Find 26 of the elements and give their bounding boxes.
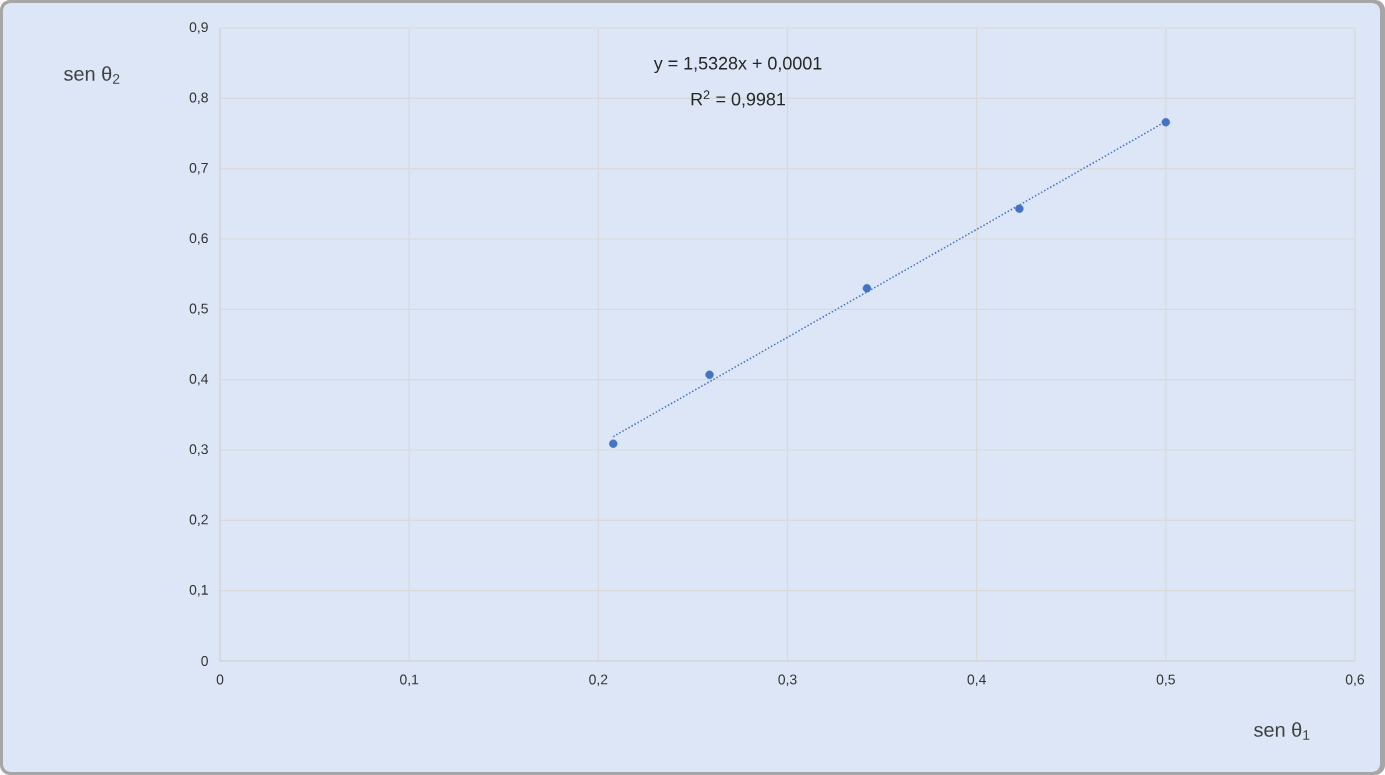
y-tick-label: 0,1	[189, 584, 208, 597]
point	[862, 284, 872, 293]
point	[1161, 118, 1171, 127]
point	[1015, 204, 1024, 213]
x-axis-title: sen θ$_{1}$	[1254, 722, 1310, 740]
y-tick-label: 0,2	[189, 514, 208, 527]
annotation: y = 1,5328x + 0,0001	[653, 56, 822, 74]
point	[609, 439, 618, 448]
y-axis-title: sen θ$_{2}$	[64, 66, 120, 84]
y-tick-label: 0,3	[189, 444, 208, 456]
annotation: R$^{2}$ = 0,9981	[691, 90, 785, 108]
y-tick-label: 0,4	[189, 373, 209, 386]
x-tick-label: 0	[216, 674, 224, 685]
y-tick-label: 0,7	[189, 162, 208, 175]
x-tick-label: 0,2	[589, 674, 608, 687]
x-tick-label: 0,4	[967, 674, 986, 687]
x-tick-label: 0,6	[1345, 674, 1365, 687]
y-tick-label: 0,8	[189, 92, 208, 105]
x-tick-label: 0,3	[778, 674, 797, 687]
y-tick-label: 0,9	[189, 22, 208, 34]
point	[705, 370, 714, 379]
y-tick-label: 0,6	[189, 233, 208, 245]
x-tick-label: 0,1	[400, 674, 419, 687]
x-tick-label: 0,5	[1156, 674, 1175, 687]
y-tick-label: 0,5	[189, 303, 208, 316]
y-tick-label: 0	[201, 656, 208, 666]
